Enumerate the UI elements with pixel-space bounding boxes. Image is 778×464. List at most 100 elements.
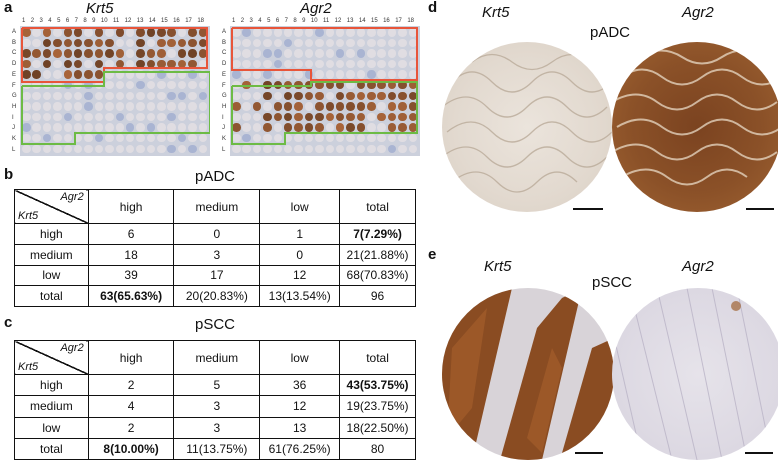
plate-well	[356, 133, 366, 143]
plate-well	[167, 38, 176, 48]
plate-well	[408, 28, 418, 37]
plate-well	[304, 133, 314, 143]
plate-well	[252, 133, 262, 143]
plate-well	[356, 123, 366, 132]
plate-well	[157, 59, 166, 69]
plate-well	[283, 144, 293, 154]
plate-well	[146, 91, 156, 101]
plate-well	[53, 59, 62, 69]
plate-well	[367, 59, 376, 69]
plate-well	[198, 59, 208, 69]
plate-well	[377, 28, 386, 37]
plate-image-krt5	[20, 26, 210, 156]
plate-well	[188, 80, 197, 90]
table-cell: 12	[259, 264, 341, 287]
plate-well	[273, 59, 283, 69]
plate-well	[115, 59, 125, 69]
plate-well	[198, 144, 208, 154]
plate-well	[63, 112, 73, 122]
table-cell: 2	[87, 373, 175, 397]
row-label: total	[14, 437, 89, 461]
plate-well	[84, 38, 93, 48]
column-header: high	[87, 340, 175, 375]
plate-well	[73, 38, 83, 48]
plate-well	[157, 38, 166, 48]
plate-well	[346, 144, 355, 154]
plate-well	[105, 28, 114, 37]
table-cell: 5	[173, 373, 261, 397]
plate-well	[325, 102, 335, 111]
plate-row-label: H	[12, 104, 17, 111]
plate-well	[94, 49, 104, 58]
column-header: medium	[173, 189, 261, 224]
plate-well	[115, 102, 125, 111]
plate-well	[263, 38, 272, 48]
plate-well	[304, 123, 314, 132]
plate-well	[263, 28, 272, 37]
plate-well	[377, 133, 386, 143]
plate-row-label: A	[222, 29, 227, 35]
plate-well	[22, 70, 31, 79]
row-label: high	[14, 373, 89, 397]
plate-well	[263, 144, 272, 154]
plate-well	[53, 123, 62, 132]
table-cell: 17	[173, 264, 261, 287]
plate-well	[22, 28, 31, 37]
plate-row-label: G	[12, 93, 17, 100]
plate-well	[177, 49, 187, 58]
plate-well	[84, 112, 93, 122]
table-cell: 19(23.75%)	[339, 395, 416, 418]
plate-row-label: K	[12, 136, 17, 143]
plate-well	[398, 133, 407, 143]
plate-row-label: I	[12, 114, 14, 121]
plate-well	[63, 49, 73, 58]
plate-well	[294, 59, 303, 69]
table-row: low 39 17 12 68(70.83%)	[14, 264, 416, 287]
plate-column-label: 3	[39, 18, 43, 24]
plate-well	[32, 144, 41, 154]
plate-column-label: 13	[346, 18, 354, 24]
plate-well	[408, 112, 418, 122]
plate-well	[294, 70, 303, 79]
table-row: medium 4 3 12 19(23.75%)	[14, 395, 416, 418]
plate-well	[398, 70, 407, 79]
plate-well	[356, 59, 366, 69]
plate-well	[367, 102, 376, 111]
table-row: high 6 0 1 7(7.29%)	[14, 223, 416, 245]
plate-well	[42, 59, 52, 69]
table-b-title: pADC	[194, 168, 235, 185]
table-cell: 63(65.63%)	[87, 285, 175, 307]
plate-well	[42, 112, 52, 122]
plate-well	[346, 112, 355, 122]
plate-well	[367, 91, 376, 101]
plate-well	[408, 133, 418, 143]
plate-column-label: 1	[22, 18, 26, 24]
plate-well	[283, 133, 293, 143]
plate-well	[273, 123, 283, 132]
plate-well	[356, 102, 366, 111]
plate-well	[304, 102, 314, 111]
plate-well	[136, 59, 145, 69]
plate-well	[94, 123, 104, 132]
plate-well	[136, 133, 145, 143]
plate-well	[188, 102, 197, 111]
plate-well	[167, 80, 176, 90]
plate-well	[387, 112, 397, 122]
plate-well	[105, 59, 114, 69]
plate-well	[94, 112, 104, 122]
plate-well	[73, 49, 83, 58]
plate-well	[136, 123, 145, 132]
plate-row-label: D	[222, 61, 227, 68]
plate-well	[242, 91, 251, 101]
plate-well	[252, 70, 262, 79]
plate-well	[115, 28, 125, 37]
plate-column-labels-krt5: 1 2 3 4 5 6 7 8 9 10 11 12 13 14 15 16 17 18	[22, 18, 204, 24]
plate-well	[22, 123, 31, 132]
plate-well	[188, 133, 197, 143]
plate-well	[263, 59, 272, 69]
plate-well	[125, 49, 135, 58]
plate-column-label: 2	[240, 18, 245, 24]
plate-well	[157, 91, 166, 101]
plate-column-labels-agr2: 1 2 3 4 5 6 7 8 9 10 11 12 13 14 15 16 17 18	[232, 18, 414, 24]
table-cell: 7(7.29%)	[339, 223, 416, 245]
